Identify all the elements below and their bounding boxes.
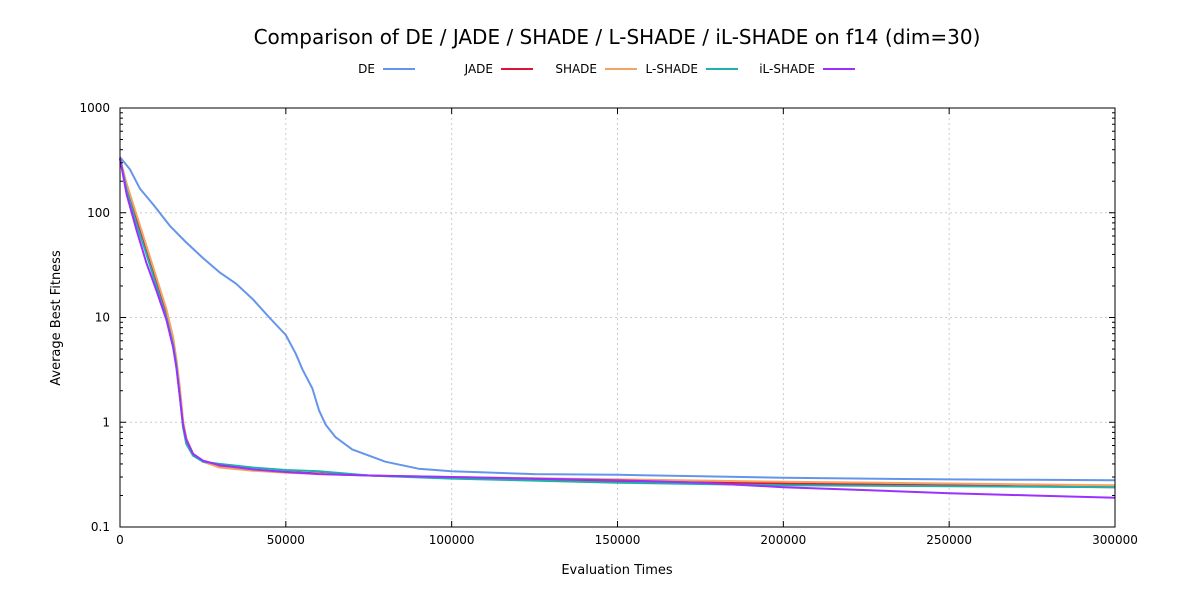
legend-label: L-SHADE	[646, 62, 698, 76]
y-axis-label: Average Best Fitness	[49, 250, 64, 386]
x-tick-label: 100000	[429, 533, 475, 547]
legend: DE JADE SHADE L-SHADE iL-SHADE	[358, 62, 855, 76]
x-tick-label: 150000	[595, 533, 641, 547]
x-tick-label: 250000	[926, 533, 972, 547]
series-line-shade	[119, 158, 1116, 487]
series-line-jade	[119, 158, 1116, 489]
x-axis-ticks: 0 50000 100000 150000 200000 250000 300000	[116, 108, 1138, 547]
y-tick-label: 0.1	[91, 520, 110, 534]
legend-label: iL-SHADE	[759, 62, 815, 76]
series-line-il-shade	[119, 158, 1116, 499]
x-tick-label: 300000	[1092, 533, 1138, 547]
legend-label: SHADE	[555, 62, 597, 76]
y-tick-label: 100	[87, 206, 110, 220]
chart-title: Comparison of DE / JADE / SHADE / L-SHAD…	[254, 25, 981, 49]
grid	[120, 108, 1115, 527]
x-axis-label: Evaluation Times	[561, 563, 673, 578]
y-tick-label: 10	[95, 311, 110, 325]
legend-label: JADE	[464, 62, 493, 76]
y-tick-label: 1000	[79, 101, 110, 115]
y-tick-label: 1	[102, 415, 110, 429]
y-axis-ticks: 0.1 1 10 100 1000	[79, 101, 1115, 534]
series-lines	[119, 156, 1116, 499]
series-line-de	[119, 156, 1116, 482]
x-tick-label: 0	[116, 533, 124, 547]
x-tick-label: 50000	[267, 533, 305, 547]
series-line-l-shade	[119, 158, 1116, 489]
x-tick-label: 200000	[760, 533, 806, 547]
legend-label: DE	[358, 62, 375, 76]
